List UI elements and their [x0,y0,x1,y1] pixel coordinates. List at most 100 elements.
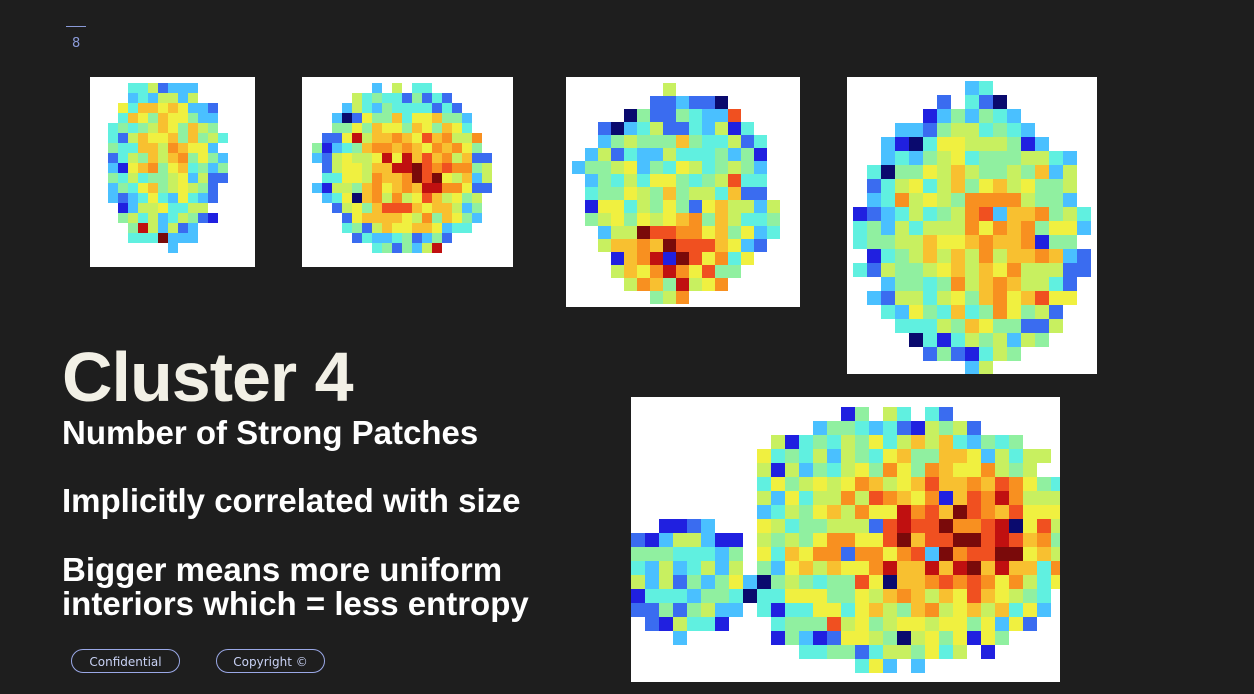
heatmap-cell [168,103,178,113]
heatmap-cell [611,187,624,200]
heatmap-cell [925,589,939,603]
heatmap-cell [909,305,923,319]
heatmap-cell [392,163,402,173]
heatmap-cell [208,173,218,183]
heatmap-cell [965,347,979,361]
slide-title: Cluster 4 [62,338,354,416]
heatmap-cell [895,235,909,249]
heatmap-cell [352,203,362,213]
heatmap-cell [412,143,422,153]
heatmap-cell [687,617,701,631]
heatmap-cell [673,547,687,561]
heatmap-cell [402,223,412,233]
heatmap-cell [911,561,925,575]
heatmap-cell [118,193,128,203]
heatmap-cell [392,93,402,103]
heatmap-cell [754,148,767,161]
heatmap-cell [981,575,995,589]
heatmap-cell [995,603,1009,617]
heatmap-cell [979,291,993,305]
heatmap-cell [909,221,923,235]
heatmap-cell [939,463,953,477]
heatmap-cell [813,575,827,589]
heatmap-cell [967,547,981,561]
heatmap-patch-4 [847,77,1097,374]
heatmap-cell [1049,305,1063,319]
heatmap-cell [676,291,689,304]
heatmap-cell [895,263,909,277]
heatmap-cell [855,533,869,547]
heatmap-cell [979,263,993,277]
heatmap-cell [728,135,741,148]
heatmap-cell [659,547,673,561]
heatmap-cell [925,463,939,477]
heatmap-cell [482,163,492,173]
heatmap-cell [965,179,979,193]
heatmap-cell [462,143,472,153]
heatmap-cell [198,143,208,153]
heatmap-cell [1035,179,1049,193]
heatmap-cell [689,226,702,239]
heatmap-cell [689,265,702,278]
heatmap-cell [462,163,472,173]
heatmap-cell [650,252,663,265]
heatmap-cell [342,133,352,143]
heatmap-cell [432,153,442,163]
heatmap-cell [689,239,702,252]
heatmap-cell [128,223,138,233]
heatmap-cell [382,183,392,193]
heatmap-cell [188,103,198,113]
heatmap-cell [332,123,342,133]
heatmap-cell [965,165,979,179]
heatmap-cell [1035,221,1049,235]
heatmap-cell [158,223,168,233]
heatmap-cell [322,153,332,163]
heatmap-cell [813,645,827,659]
heatmap-cell [402,213,412,223]
heatmap-cell [1023,561,1037,575]
heatmap-cell [412,83,422,93]
heatmap-cell [995,491,1009,505]
heatmap-cell [1049,179,1063,193]
heatmap-cell [937,123,951,137]
heatmap-cell [382,243,392,253]
heatmap-cell [1051,547,1060,561]
heatmap-cell [663,161,676,174]
heatmap-cell [979,193,993,207]
heatmap-cell [951,263,965,277]
heatmap-cell [598,161,611,174]
heatmap-cell [827,547,841,561]
heatmap-cell [937,151,951,165]
heatmap-cell [645,589,659,603]
heatmap-cell [158,133,168,143]
heatmap-cell [925,407,939,421]
heatmap-cell [939,603,953,617]
heatmap-cell [650,187,663,200]
heatmap-cell [813,421,827,435]
heatmap-cell [412,153,422,163]
heatmap-cell [785,519,799,533]
heatmap-cell [372,143,382,153]
heatmap-cell [178,213,188,223]
heatmap-cell [442,203,452,213]
heatmap-cell [741,187,754,200]
heatmap-cell [188,93,198,103]
heatmap-cell [925,533,939,547]
heatmap-cell [855,617,869,631]
heatmap-cell [362,203,372,213]
heatmap-cell [728,174,741,187]
heatmap-cell [757,491,771,505]
heatmap-cell [650,239,663,252]
heatmap-cell [148,133,158,143]
heatmap-cell [1035,235,1049,249]
heatmap-cell [937,305,951,319]
heatmap-cell [452,183,462,193]
heatmap-cell [979,347,993,361]
heatmap-cell [953,575,967,589]
heatmap-cell [827,589,841,603]
heatmap-cell [158,143,168,153]
heatmap-cell [650,200,663,213]
heatmap-cell [881,277,895,291]
heatmap-cell [701,561,715,575]
heatmap-cell [382,163,392,173]
